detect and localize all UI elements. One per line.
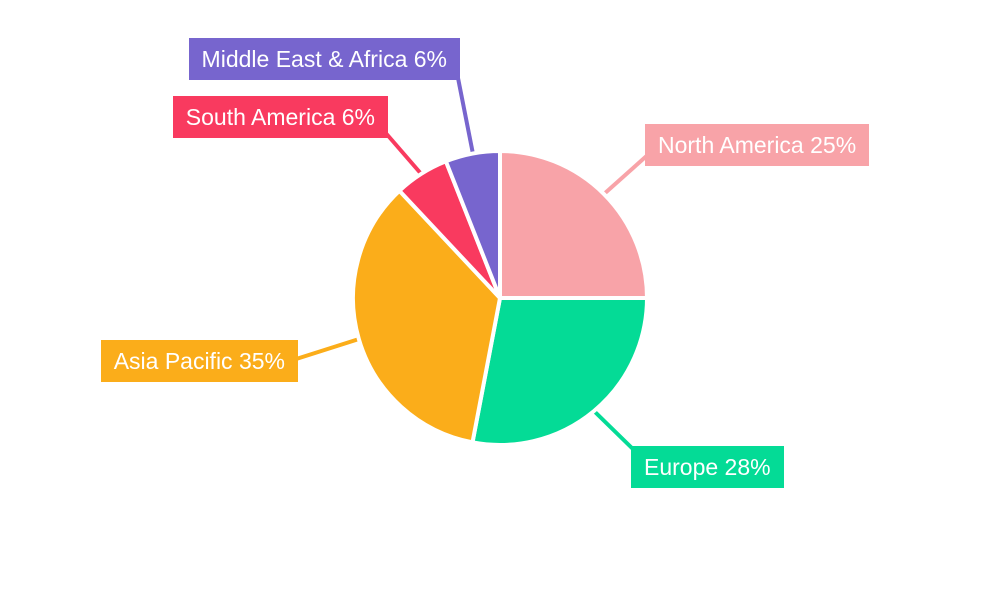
- leader-line-europe: [592, 409, 638, 454]
- leader-line-south-america: [382, 129, 425, 178]
- pie-slice-north-america[interactable]: [498, 149, 649, 300]
- leader-line-middle-east-africa: [456, 77, 475, 155]
- leader-line-north-america: [602, 150, 653, 196]
- pie-slice-europe[interactable]: [470, 296, 649, 447]
- callout-label-north-america: North America 25%: [645, 124, 870, 166]
- pie-slice-middle-east-africa[interactable]: [443, 148, 502, 300]
- pie-slice-asia-pacific[interactable]: [351, 188, 502, 445]
- callout-label-south-america: South America 6%: [172, 96, 388, 138]
- callout-label-asia-pacific: Asia Pacific 35%: [100, 340, 298, 382]
- callout-label-europe: Europe 28%: [631, 446, 784, 488]
- leader-line-asia-pacific: [292, 337, 360, 362]
- callout-label-middle-east-africa: Middle East & Africa 6%: [188, 38, 460, 80]
